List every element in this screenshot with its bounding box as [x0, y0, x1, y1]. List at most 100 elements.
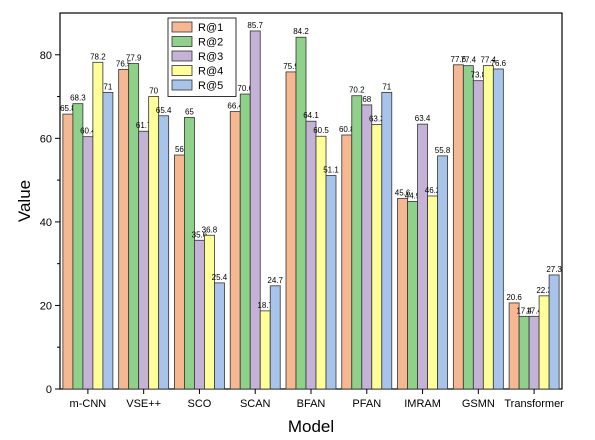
- bar: [295, 36, 307, 390]
- x-tick-label: Transformer: [504, 398, 564, 410]
- data-label: 70: [149, 87, 158, 96]
- legend-label: R@2: [198, 37, 223, 49]
- x-tick-label: VSE++: [126, 398, 161, 410]
- bar: [184, 117, 195, 390]
- y-tick-label: 20: [40, 300, 52, 312]
- bar: [417, 123, 428, 390]
- data-label: 75.9: [283, 62, 299, 71]
- legend-swatch: [171, 65, 193, 76]
- data-label: 84.2: [293, 27, 309, 36]
- bar: [351, 95, 363, 390]
- x-tick-label: SCO: [188, 398, 212, 410]
- bar: [102, 91, 114, 390]
- bar: [128, 63, 140, 390]
- bar: [269, 285, 281, 390]
- data-label: 56: [175, 145, 184, 154]
- data-label: 63.4: [415, 114, 431, 123]
- bar: [259, 310, 271, 390]
- bar: [472, 80, 484, 390]
- y-tick-label: 80: [40, 50, 52, 62]
- data-label: 45.6: [395, 188, 411, 197]
- legend-label: R@3: [198, 51, 223, 63]
- bar: [214, 282, 225, 390]
- bar: [371, 124, 383, 390]
- data-label: 71: [103, 82, 112, 91]
- bar: [508, 302, 520, 390]
- data-label: 63.3: [369, 115, 385, 124]
- bar: [194, 239, 205, 390]
- legend-swatch: [171, 50, 193, 62]
- data-label: 78.2: [90, 52, 106, 61]
- legend-swatch: [171, 21, 193, 33]
- data-label: 55.8: [435, 146, 451, 155]
- legend-label: R@1: [198, 22, 223, 34]
- bar: [204, 234, 215, 390]
- data-label: 73.8: [471, 71, 487, 80]
- bar: [158, 115, 170, 390]
- bar: [407, 201, 418, 390]
- data-label: 77.9: [126, 54, 142, 63]
- data-label: 27.3: [546, 265, 562, 274]
- bar: [462, 65, 474, 390]
- x-tick-label: SCAN: [240, 398, 271, 410]
- data-label: 77.4: [481, 56, 497, 65]
- bar: [239, 93, 251, 390]
- data-label: 65.8: [60, 104, 76, 113]
- bar: [482, 65, 494, 390]
- y-axis-label: Value: [15, 180, 34, 222]
- y-tick-label: 40: [40, 217, 52, 229]
- bar: [92, 61, 104, 390]
- y-tick-label: 60: [40, 133, 52, 145]
- bar: [118, 69, 130, 390]
- data-label: 76.5: [116, 59, 132, 68]
- data-label: 68: [362, 95, 371, 104]
- data-label: 25.4: [212, 273, 228, 282]
- y-tick-label: 0: [46, 384, 52, 396]
- data-label: 70.6: [237, 84, 253, 93]
- data-label: 68.3: [70, 94, 86, 103]
- data-label: 70.2: [349, 86, 365, 95]
- data-label: 65.4: [156, 106, 172, 115]
- x-tick-label: IMRAM: [404, 398, 441, 410]
- legend-label: R@5: [198, 80, 223, 92]
- bar: [285, 71, 297, 390]
- bar: [397, 198, 408, 390]
- data-label: 51.1: [323, 166, 339, 175]
- data-label: 35.6: [192, 230, 208, 239]
- bar: [148, 96, 160, 390]
- x-tick-label: BFAN: [297, 398, 326, 410]
- data-label: 64.1: [303, 111, 319, 120]
- bar: [249, 30, 261, 390]
- data-label: 85.7: [247, 21, 263, 30]
- bar: [492, 68, 504, 390]
- legend-label: R@4: [198, 66, 223, 78]
- x-tick-label: GSMN: [462, 398, 495, 410]
- bar: [518, 315, 530, 390]
- data-label: 71: [382, 82, 391, 91]
- bar: [341, 134, 353, 390]
- data-label: 60.5: [313, 126, 329, 135]
- bar: [427, 195, 438, 390]
- data-label: 65: [185, 107, 194, 116]
- bar: [361, 104, 373, 390]
- data-label: 46.2: [425, 186, 441, 195]
- data-label: 22.3: [536, 286, 552, 295]
- data-label: 77.4: [461, 56, 477, 65]
- bar: [82, 136, 94, 390]
- data-label: 60.4: [80, 127, 96, 136]
- data-label: 66.4: [227, 102, 243, 111]
- plot-area: 0 20 40 60 80 65.868.3 60.4 78.2 71 m-CNN 76.577.9…: [40, 12, 564, 410]
- data-label: 61.7: [136, 121, 152, 130]
- bar: [174, 154, 185, 390]
- bar: [528, 315, 540, 390]
- bar: [452, 64, 464, 390]
- bar: [305, 120, 317, 390]
- x-tick-label: m-CNN: [70, 398, 107, 410]
- data-label: 77.6: [451, 55, 467, 64]
- bar: [62, 113, 74, 390]
- data-label: 20.6: [506, 293, 522, 302]
- data-label: 18.7: [257, 301, 273, 310]
- data-label: 24.7: [267, 276, 283, 285]
- legend-swatch: [171, 36, 193, 47]
